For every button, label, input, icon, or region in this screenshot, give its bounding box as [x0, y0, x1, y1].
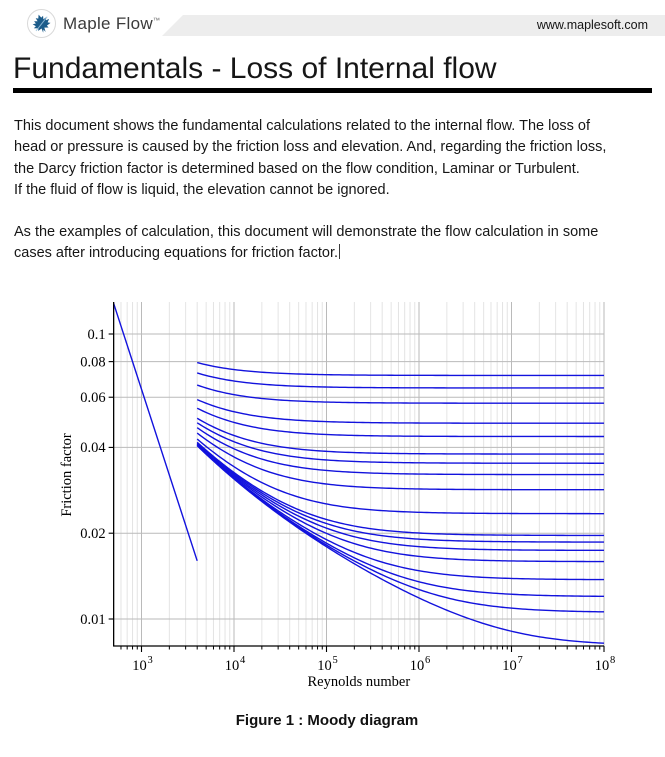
brand-text: Maple Flow™ [63, 14, 160, 34]
title-rule [13, 88, 652, 93]
turbulent-curve [196, 438, 604, 515]
maple-flow-logo [27, 9, 56, 38]
x-tick-label: 10 [502, 658, 517, 674]
x-minor-gridlines [120, 302, 601, 646]
page-title[interactable]: Fundamentals - Loss of Internal flow [13, 52, 497, 85]
curves [112, 303, 605, 644]
turbulent-curve [196, 442, 605, 543]
turbulent-curve [196, 445, 605, 644]
y-tick-label: 0.1 [88, 327, 106, 343]
paragraph-1[interactable]: This document shows the fundamental calc… [14, 116, 652, 202]
y-tick-label: 0.01 [80, 612, 105, 628]
x-axis-label: Reynolds number [307, 674, 410, 690]
y-tick-labels: 0.1 0.08 0.06 0.04 0.02 0.01 [80, 327, 106, 628]
axis-titles: Reynolds number Friction factor [59, 433, 410, 690]
x-ticks [120, 646, 605, 652]
turbulent-curve [196, 444, 605, 581]
text-caret [339, 244, 341, 260]
turbulent-curve [196, 427, 604, 476]
y-axis-label: Friction factor [59, 433, 75, 517]
paragraph-2[interactable]: As the examples of calculation, this doc… [14, 222, 652, 265]
trademark-mark: ™ [152, 17, 161, 25]
x-tick-exponent: 8 [610, 655, 615, 666]
website-text: www.maplesoft.com [536, 18, 648, 32]
turbulent-curve [196, 443, 604, 552]
y-tick-label: 0.06 [80, 390, 105, 406]
x-tick-exponent: 6 [425, 655, 430, 666]
x-tick-label: 10 [225, 658, 240, 674]
x-tick-labels: 10 3 10 4 10 5 10 6 10 7 10 8 [132, 655, 615, 674]
axes [113, 302, 604, 647]
x-tick-exponent: 3 [148, 655, 153, 666]
y-ticks [108, 333, 114, 620]
laminar-curve [112, 303, 198, 562]
paragraph-line: This document shows the fundamental calc… [14, 118, 591, 134]
paragraph-line-text: cases after introducing equations for fr… [14, 245, 339, 262]
y-tick-label: 0.08 [80, 354, 105, 370]
y-tick-label: 0.04 [80, 440, 106, 456]
turbulent-curve [196, 372, 604, 389]
x-tick-label: 10 [410, 658, 425, 674]
brand-name: Maple Flow [63, 14, 153, 33]
turbulent-curve [196, 443, 605, 563]
x-tick-exponent: 7 [518, 655, 523, 666]
turbulent-curve [196, 445, 605, 613]
x-tick-label: 10 [317, 658, 332, 674]
paragraph-line: cases after introducing equations for fr… [14, 243, 652, 264]
y-gridlines [113, 333, 604, 620]
paragraph-line: As the examples of calculation, this doc… [14, 224, 599, 240]
turbulent-curve [196, 417, 604, 455]
turbulent-curve [196, 441, 604, 537]
maple-leaf-icon [32, 14, 51, 33]
x-tick-exponent: 5 [333, 655, 338, 666]
x-tick-exponent: 4 [240, 655, 246, 666]
moody-diagram-chart[interactable]: 10 3 10 4 10 5 10 6 10 7 10 80.10.080.060.040.020.0… [0, 292, 665, 704]
x-tick-label: 10 [595, 658, 610, 674]
turbulent-curve [196, 407, 604, 438]
x-tick-label: 10 [132, 658, 147, 674]
y-tick-label: 0.02 [80, 526, 105, 542]
turbulent-curve [196, 422, 604, 464]
turbulent-curve [196, 398, 604, 424]
figure-caption[interactable]: Figure 1 : Moody diagram [235, 712, 419, 729]
turbulent-curve [197, 361, 604, 377]
paragraph-line: If the fluid of flow is liquid, the elev… [14, 182, 390, 199]
paragraph-line: the Darcy friction factor is determined … [14, 160, 580, 177]
turbulent-curve [196, 432, 604, 491]
header-band [162, 15, 665, 36]
turbulent-curve [196, 384, 604, 404]
paragraph-line: head or pressure is caused by the fricti… [14, 139, 607, 156]
